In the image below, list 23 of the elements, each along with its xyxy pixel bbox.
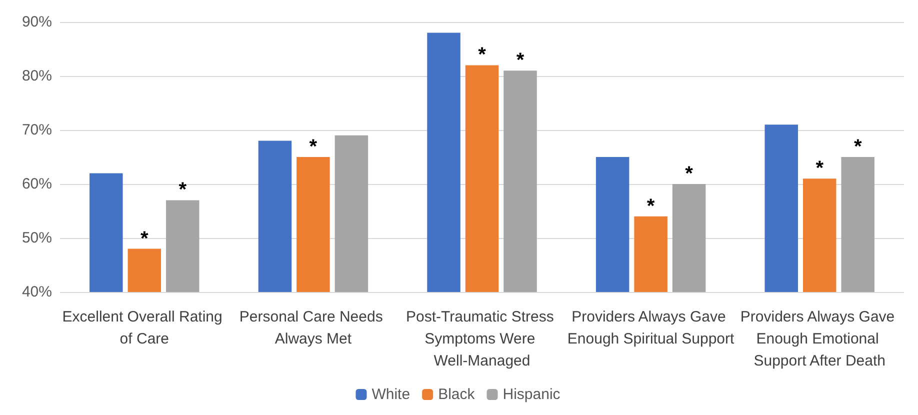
y-tick-label: 80% — [22, 68, 52, 84]
legend-label: Black — [438, 386, 476, 403]
data-label: * — [140, 228, 148, 250]
x-tick-label: Providers Always Gave Enough Emotional Support After Death — [740, 308, 899, 370]
legend-label: Hispanic — [502, 386, 561, 403]
data-label: * — [309, 136, 318, 158]
data-label: * — [478, 44, 486, 66]
x-tick-label: Personal Care Needs Always Met — [239, 308, 387, 348]
data-label: * — [854, 136, 862, 158]
y-tick-label: 40% — [22, 284, 52, 300]
data-label: * — [516, 50, 524, 72]
x-tick-label: Post-Traumatic Stress Symptoms Were Well-Managed — [406, 308, 558, 370]
data-label: * — [816, 158, 824, 180]
x-tick-label: Excellent Overall Rating of Care — [62, 308, 227, 348]
y-tick-label: 90% — [22, 14, 52, 30]
y-tick-label: 60% — [22, 176, 52, 192]
data-label: * — [178, 179, 187, 202]
y-tick-label: 70% — [22, 122, 52, 138]
data-label: * — [646, 195, 655, 218]
x-tick-label: Providers Always Gave Enough Spiritual Support — [567, 308, 736, 348]
data-label: * — [685, 163, 694, 185]
legend-label: White — [372, 386, 410, 403]
y-tick-label: 50% — [22, 230, 52, 246]
